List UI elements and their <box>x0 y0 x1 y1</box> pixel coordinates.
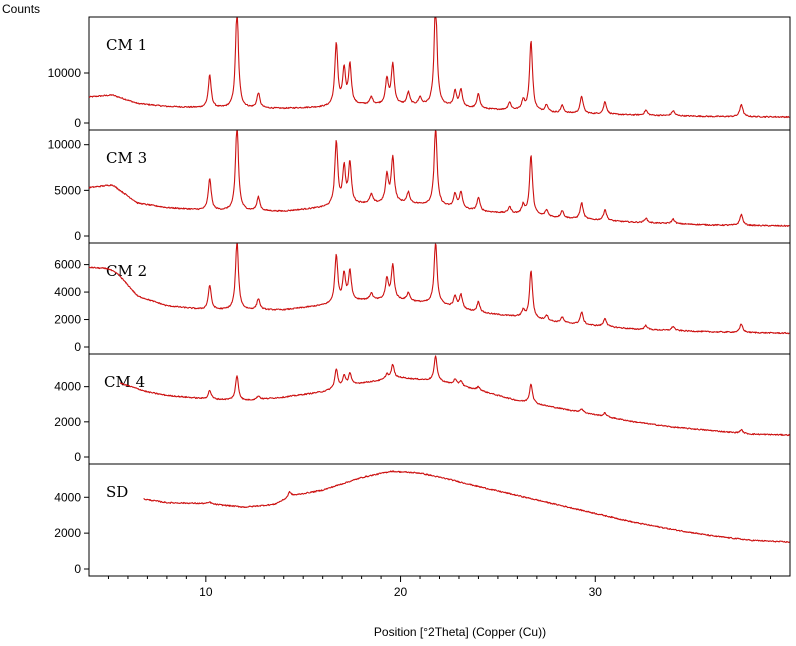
panel-2: 0 5000 10000 CM 3 <box>48 129 790 243</box>
y-tick-label: 4000 <box>54 380 81 394</box>
panel-3: 0 2000 4000 6000 CM 2 <box>54 242 790 354</box>
y-tick-label: 2000 <box>54 313 81 327</box>
x-axis: 10 20 30 <box>107 576 772 599</box>
panel-5: 0 2000 4000 SD <box>54 463 790 576</box>
panel-label: CM 1 <box>106 36 147 54</box>
panels-group: 0 10000 CM 1 0 5000 10000 CM 3 0 2000 4000 6000 CM … <box>48 16 791 577</box>
y-tick-label: 0 <box>74 340 81 354</box>
panel-label: SD <box>106 483 128 501</box>
panel-1: 0 10000 CM 1 <box>48 17 790 130</box>
y-tick-label: 0 <box>74 450 81 464</box>
x-axis-title: Position [°2Theta] (Copper (Cu)) <box>374 625 546 639</box>
y-tick-label: 0 <box>74 562 81 576</box>
series-line <box>88 243 790 335</box>
y-tick-label: 5000 <box>54 183 81 197</box>
panel-label: CM 2 <box>106 262 147 280</box>
y-tick-label: 4000 <box>54 285 81 299</box>
x-tick-label: 20 <box>394 585 408 599</box>
panel-label: CM 3 <box>106 149 147 167</box>
y-tick-label: 10000 <box>48 66 82 80</box>
y-tick-label: 6000 <box>54 258 81 272</box>
y-tick-label: 2000 <box>54 526 81 540</box>
series-line <box>119 355 791 437</box>
y-tick-label: 10000 <box>48 138 82 152</box>
series-line <box>88 130 790 227</box>
y-tick-label: 0 <box>74 229 81 243</box>
series-line <box>88 17 790 119</box>
panel-4: 0 2000 4000 CM 4 <box>54 353 791 464</box>
y-tick-label: 4000 <box>54 490 81 504</box>
y-axis-title: Counts <box>2 2 40 16</box>
series-line <box>143 470 790 543</box>
x-tick-label: 10 <box>199 585 213 599</box>
x-tick-label: 30 <box>589 585 603 599</box>
y-tick-label: 2000 <box>54 415 81 429</box>
plot-frame <box>88 16 791 577</box>
panel-label: CM 4 <box>104 373 145 391</box>
y-tick-label: 0 <box>74 116 81 130</box>
